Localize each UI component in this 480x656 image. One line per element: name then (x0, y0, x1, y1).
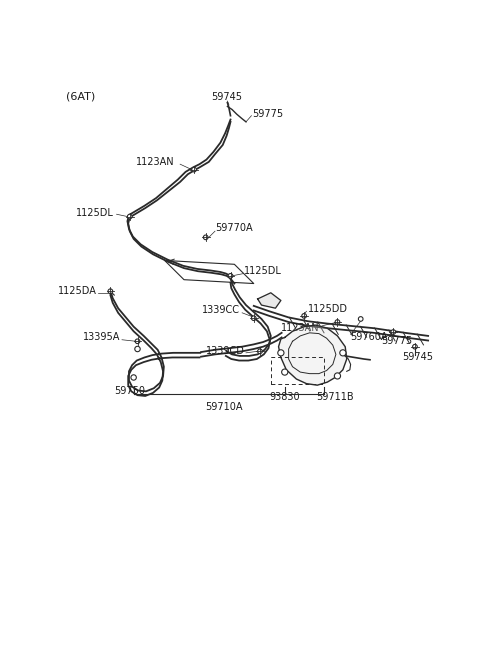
Text: 93830: 93830 (269, 392, 300, 403)
Text: 1339CC: 1339CC (202, 306, 240, 316)
Text: 1125DD: 1125DD (308, 304, 348, 314)
Text: 1125DL: 1125DL (244, 266, 282, 276)
Text: 59745: 59745 (403, 352, 433, 361)
Circle shape (127, 215, 132, 219)
Text: 1125DL: 1125DL (76, 208, 114, 218)
Circle shape (228, 274, 233, 278)
Text: 1123AN: 1123AN (136, 157, 175, 167)
Text: (6AT): (6AT) (66, 91, 96, 101)
Circle shape (192, 167, 196, 172)
Circle shape (335, 373, 340, 379)
Polygon shape (258, 293, 281, 308)
Text: 59710A: 59710A (205, 401, 243, 412)
Text: 59775: 59775 (252, 109, 283, 119)
Circle shape (335, 319, 340, 324)
Text: 59775: 59775 (382, 337, 413, 346)
Text: 1125DA: 1125DA (58, 286, 96, 297)
Circle shape (135, 346, 140, 352)
Circle shape (135, 339, 140, 344)
Circle shape (340, 350, 346, 356)
Circle shape (302, 314, 306, 318)
Text: 1123AN: 1123AN (281, 323, 320, 333)
Polygon shape (278, 325, 347, 385)
Circle shape (359, 317, 363, 321)
Circle shape (278, 350, 284, 356)
Text: 59750: 59750 (114, 386, 145, 396)
Text: 59745: 59745 (211, 92, 242, 102)
Circle shape (282, 369, 288, 375)
Text: 1339CD: 1339CD (205, 346, 244, 356)
Circle shape (108, 289, 113, 293)
Circle shape (413, 344, 417, 349)
Text: 13395A: 13395A (83, 333, 120, 342)
Circle shape (204, 235, 208, 239)
Circle shape (258, 349, 262, 354)
Text: 59760A: 59760A (350, 333, 388, 342)
Circle shape (391, 330, 396, 335)
Circle shape (252, 316, 256, 321)
Text: 59711B: 59711B (316, 392, 354, 403)
Circle shape (131, 375, 136, 380)
Text: 59770A: 59770A (215, 223, 252, 233)
